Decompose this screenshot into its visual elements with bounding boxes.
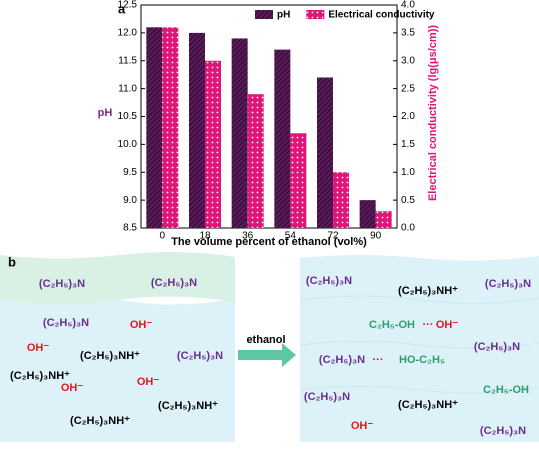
y-tick-label: 12.0 [118, 28, 138, 39]
species: OH⁻ [436, 319, 459, 331]
bar [189, 32, 205, 228]
bar [247, 94, 264, 228]
legend-label: Electrical conductivity [328, 10, 435, 21]
x-tick-label: 18 [199, 231, 211, 242]
y2-axis-label: Electrical conductivity (lg(μs/cm)) [427, 25, 439, 201]
y2-tick-label: 4.0 [401, 0, 415, 11]
species: (C₂H₅)₃NH⁺ [10, 370, 70, 382]
species: (C₂H₅)₃N [306, 275, 352, 287]
x-tick-label: 0 [160, 231, 166, 242]
bar [333, 172, 349, 228]
species: (C₂H₅)₃NH⁺ [158, 400, 218, 412]
y-axis-label: pH [98, 107, 113, 119]
y-tick-label: 8.5 [123, 223, 137, 234]
y-tick-label: 10.5 [118, 111, 138, 122]
species: OH⁻ [27, 342, 50, 354]
species: OH⁻ [137, 376, 160, 388]
species: (C₂H₅)₃N [480, 425, 526, 437]
species: (C₂H₅)₃NH⁺ [80, 350, 140, 362]
bar [359, 200, 376, 228]
species: C₂H₅-OH [483, 384, 529, 396]
species: (C₂H₅)₃NH⁺ [398, 399, 458, 411]
y2-tick-label: 3.0 [401, 55, 415, 66]
bar [162, 27, 179, 228]
y-tick-label: 11.0 [118, 83, 137, 94]
bar [205, 60, 221, 228]
species: ··· [373, 354, 384, 366]
x-tick-label: 36 [242, 231, 254, 242]
bar [231, 38, 248, 229]
species: OH⁻ [130, 319, 153, 331]
y-tick-label: 9.0 [123, 195, 137, 206]
diagram-background [0, 251, 539, 442]
y2-tick-label: 2.5 [401, 83, 415, 94]
species: ··· [423, 319, 434, 331]
species: OH⁻ [351, 420, 374, 432]
bar [317, 77, 333, 228]
y2-tick-label: 0.5 [401, 195, 415, 206]
species: (C₂H₅)₃N [304, 391, 350, 403]
y2-tick-label: 2.0 [401, 111, 415, 122]
arrow-label: ethanol [246, 334, 285, 346]
panel-label: a [118, 1, 126, 16]
y2-tick-label: 1.0 [401, 167, 415, 178]
species: (C₂H₅)₃NH⁺ [398, 285, 458, 297]
species: C₂H₅-OH [369, 319, 415, 331]
x-tick-label: 54 [285, 231, 297, 242]
y-tick-label: 11.5 [118, 55, 137, 66]
species: (C₂H₅)₃N [43, 317, 89, 329]
legend-swatch [255, 10, 273, 19]
bar [274, 49, 291, 228]
y2-tick-label: 3.5 [401, 28, 415, 39]
species: (C₂H₅)₃N [319, 354, 365, 366]
species: (C₂H₅)₃N [39, 278, 85, 290]
bar [146, 27, 163, 228]
panel-label: b [8, 254, 16, 269]
species: OH⁻ [61, 382, 84, 394]
x-tick-label: 90 [370, 231, 382, 242]
x-tick-label: 72 [327, 231, 339, 242]
plot-frame [140, 4, 398, 229]
arrow [238, 343, 296, 367]
bar [375, 211, 392, 228]
y-tick-label: 12.5 [118, 0, 138, 11]
legend-label: pH [277, 10, 290, 21]
y2-tick-label: 1.5 [401, 139, 415, 150]
bar [290, 133, 307, 228]
species: (C₂H₅)₃N [474, 341, 520, 353]
y-tick-label: 9.5 [123, 167, 137, 178]
y2-tick-label: 0.0 [401, 223, 415, 234]
species: HO-C₂H₅ [399, 354, 445, 366]
legend-swatch [306, 10, 325, 19]
y-tick-label: 10.0 [118, 139, 138, 150]
species: (C₂H₅)₃N [177, 350, 223, 362]
species: (C₂H₅)₃NH⁺ [70, 415, 130, 427]
species: (C₂H₅)₃N [485, 278, 531, 290]
x-axis-label: The volume percent of ethanol (vol%) [171, 236, 367, 248]
species: (C₂H₅)₃N [151, 277, 197, 289]
